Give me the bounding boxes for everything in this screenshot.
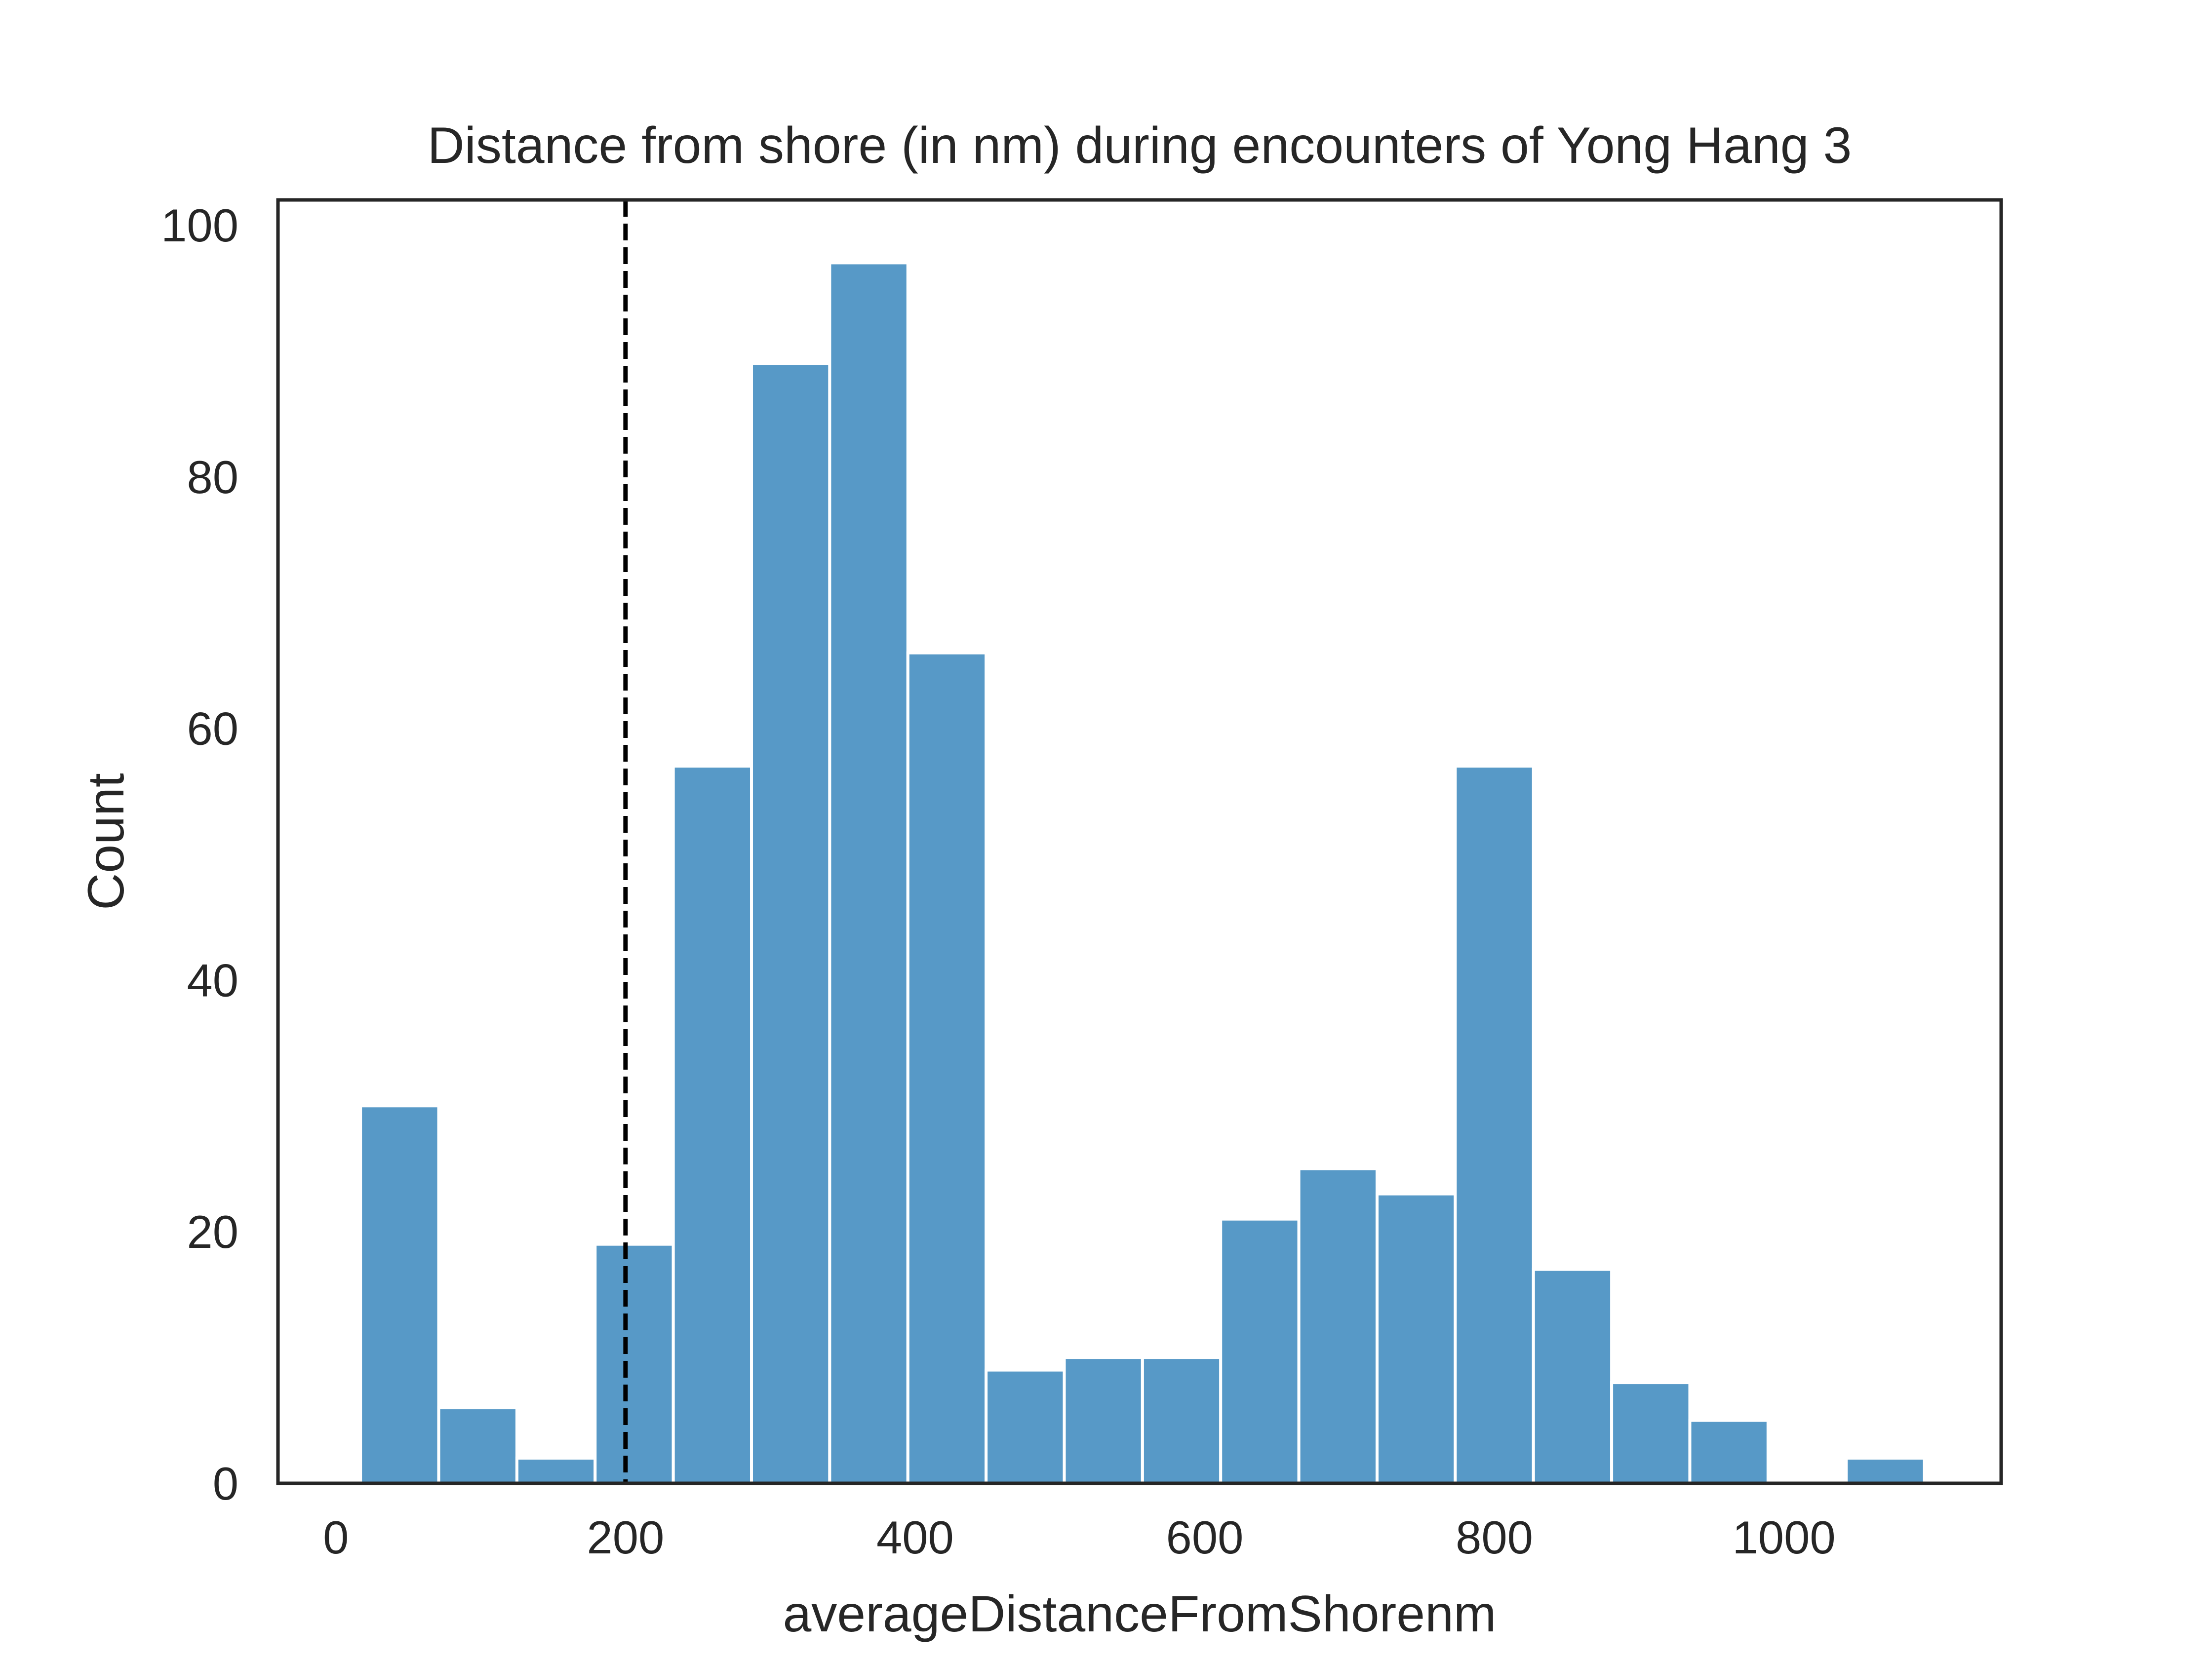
chart-title: Distance from shore (in nm) during encou… bbox=[428, 117, 1852, 174]
x-axis-label: averageDistanceFromShorenm bbox=[783, 1585, 1496, 1643]
y-tick-label: 60 bbox=[187, 703, 238, 755]
histogram-bar bbox=[1610, 1381, 1692, 1485]
x-tick-label: 400 bbox=[876, 1511, 954, 1563]
x-tick-label: 800 bbox=[1456, 1511, 1533, 1563]
y-axis-label: Count bbox=[78, 773, 135, 910]
y-tick-labels: 0 20 40 60 80 100 bbox=[161, 199, 238, 1509]
histogram-bar bbox=[1375, 1192, 1457, 1485]
x-tick-label: 600 bbox=[1166, 1511, 1244, 1563]
plot-area-frame bbox=[276, 198, 2003, 1485]
histogram-bar bbox=[1532, 1268, 1614, 1485]
histogram-bar bbox=[1454, 765, 1535, 1485]
histogram-bar bbox=[1219, 1217, 1301, 1485]
x-tick-label: 0 bbox=[323, 1511, 349, 1563]
bars-layer bbox=[359, 261, 1926, 1485]
x-tick-label: 200 bbox=[587, 1511, 664, 1563]
histogram-bar bbox=[1063, 1356, 1144, 1485]
histogram-bar bbox=[985, 1368, 1066, 1485]
histogram-bar bbox=[359, 1104, 440, 1485]
histogram-bar bbox=[515, 1457, 597, 1485]
histogram-bar bbox=[1297, 1167, 1379, 1485]
y-tick-label: 0 bbox=[213, 1458, 238, 1509]
histogram-bar bbox=[1845, 1457, 1926, 1485]
histogram-bar bbox=[437, 1406, 518, 1485]
histogram-bar bbox=[1688, 1419, 1770, 1485]
histogram-bar bbox=[750, 362, 831, 1485]
histogram-bar bbox=[906, 651, 988, 1485]
histogram-bar bbox=[593, 1242, 675, 1485]
y-tick-label: 40 bbox=[187, 954, 238, 1006]
y-tick-label: 20 bbox=[187, 1206, 238, 1258]
histogram-bar bbox=[672, 765, 753, 1485]
x-tick-labels: 0 200 400 600 800 1000 bbox=[323, 1511, 1835, 1563]
histogram-bar bbox=[1141, 1356, 1223, 1485]
histogram-bar bbox=[828, 261, 909, 1485]
y-tick-label: 100 bbox=[161, 199, 238, 251]
x-tick-label: 1000 bbox=[1733, 1511, 1836, 1563]
y-tick-label: 80 bbox=[187, 451, 238, 503]
